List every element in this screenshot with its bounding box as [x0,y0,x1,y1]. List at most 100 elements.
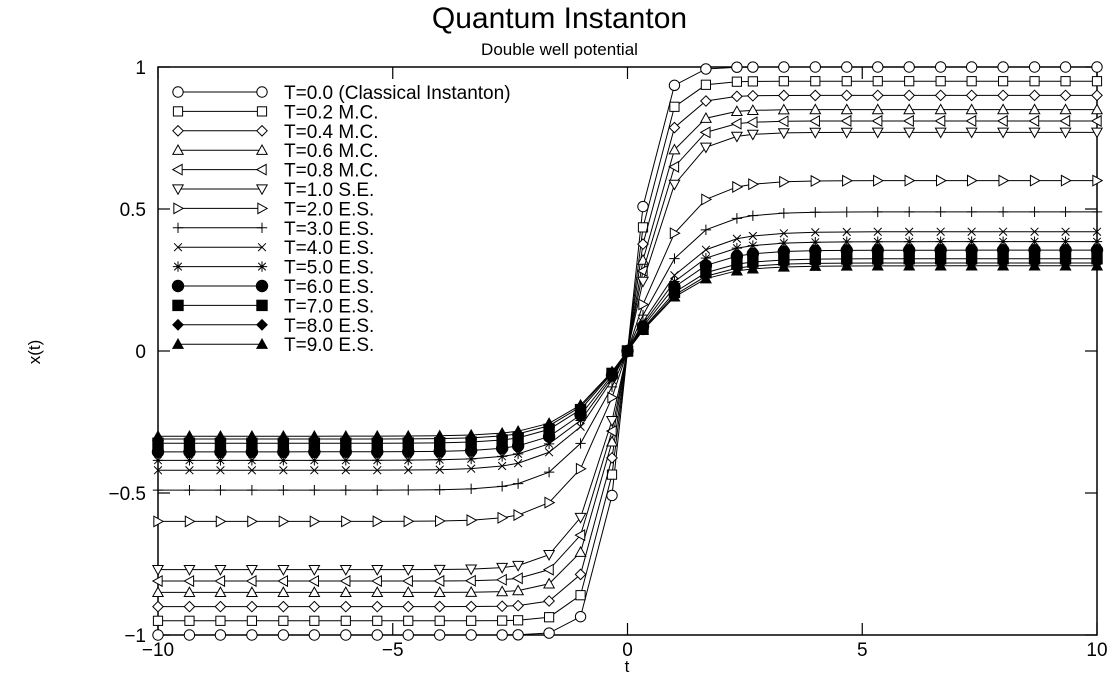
data-point [731,242,743,254]
data-point [513,615,524,626]
data-point [512,584,525,596]
data-point [1059,89,1072,102]
data-point [746,262,759,274]
legend-label: T=1.0 S.E. [284,180,374,201]
x-tick-label: 10 [1086,640,1107,661]
data-point [339,429,352,441]
data-point [966,206,977,218]
data-point [465,483,477,495]
data-point [936,174,947,187]
data-point [574,610,587,623]
x-tick-label: −5 [382,640,404,661]
data-point [215,515,227,528]
data-point [1060,76,1071,87]
data-point [997,206,1009,218]
data-point [810,76,821,87]
data-point [512,448,524,460]
data-point [748,178,760,191]
data-point [308,600,321,613]
legend-label: T=3.0 E.S. [284,219,374,240]
data-point [544,496,556,509]
data-point [699,111,712,123]
data-point [668,121,681,134]
data-point [731,61,743,73]
legend-label: T=2.0 E.S. [284,199,374,220]
data-point [339,574,351,588]
data-point [466,514,478,527]
data-point [497,461,507,471]
legend-label: T=5.0 E.S. [284,258,374,279]
data-point [403,484,414,496]
data-point [811,228,820,237]
data-point [246,455,258,466]
data-point [373,465,382,475]
data-point [496,600,509,613]
data-point [277,586,290,598]
data-point [256,318,268,331]
data-point [637,200,649,213]
data-point [699,142,712,154]
chart-subtitle: Double well potential [481,40,638,59]
data-point [245,574,257,588]
data-point [841,76,852,87]
data-point [840,89,853,102]
data-point [636,324,650,335]
data-point [183,574,195,588]
data-point [245,565,258,576]
data-point [214,565,227,576]
axes: −10 −5 0 5 10 −1 −0.5 0 0.5 1 [108,58,1107,661]
data-point [152,455,164,466]
data-point [997,259,1010,271]
data-point [1060,206,1071,218]
data-point [151,565,165,576]
data-point [216,466,225,475]
data-point [809,61,821,73]
data-point [732,234,742,244]
data-point [777,128,790,140]
data-point [433,429,446,441]
data-point [183,565,196,576]
data-point [277,600,290,613]
data-point [309,615,320,626]
data-point [637,309,649,321]
data-point [1060,236,1071,247]
data-point [543,577,556,589]
data-point [842,174,853,187]
data-point [966,174,978,187]
data-point [1061,227,1070,236]
data-point [339,565,352,576]
data-point [495,573,507,586]
data-point [371,429,384,441]
legend-entry: T=9.0 E.S. [171,335,374,356]
data-point [668,179,681,191]
data-point [278,455,289,466]
data-point [747,61,759,73]
data-point [279,466,288,475]
data-point [747,210,759,221]
data-point [257,202,269,215]
data-point [543,627,555,639]
data-point [544,448,554,457]
x-axis-label: t [625,657,630,676]
data-point [215,455,226,466]
data-point [575,462,587,475]
x-tick-label: 5 [857,640,868,661]
data-point [308,629,321,641]
legend-entry: T=3.0 E.S. [172,219,374,240]
data-point [1029,174,1041,187]
data-point [215,615,226,626]
data-point [309,455,320,466]
data-point [1091,206,1103,218]
data-point [903,89,916,102]
data-point [1028,89,1041,102]
data-point [465,586,478,597]
series-4 [151,103,1104,598]
data-point [151,429,165,441]
legend-entry: T=6.0 E.S. [171,277,374,298]
data-point [433,574,445,588]
legend-label: T=0.2 M.C. [284,102,379,123]
data-point [731,213,743,224]
data-point [605,424,617,438]
data-point [371,629,383,641]
data-point [935,76,946,87]
